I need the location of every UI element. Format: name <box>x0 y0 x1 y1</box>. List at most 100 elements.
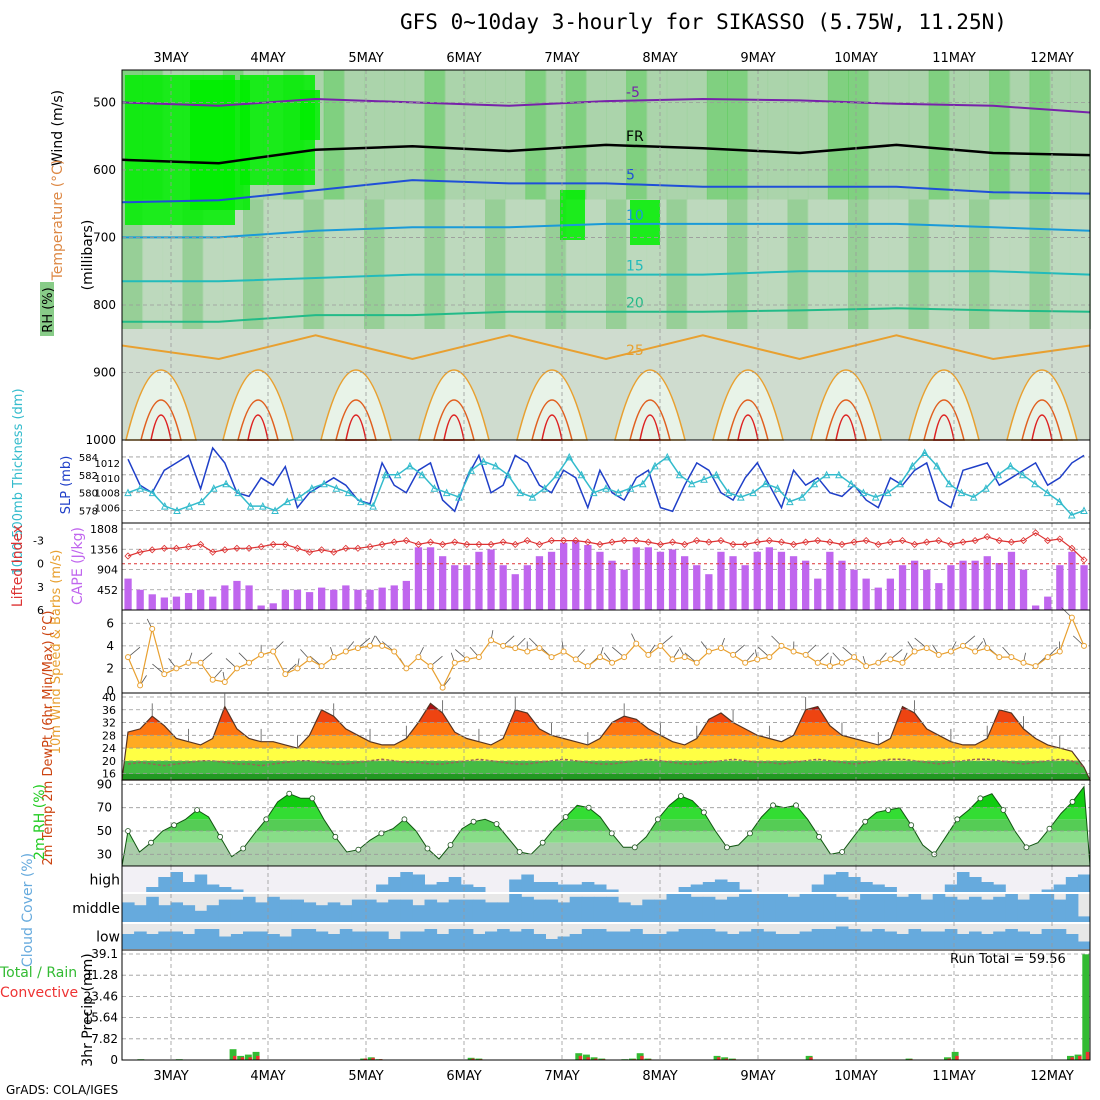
rh-shade-mid <box>343 199 365 329</box>
thickness-line-point <box>577 470 586 479</box>
rh-high-cell <box>560 190 585 240</box>
thickness-line-point <box>308 484 316 492</box>
wind-speed-point <box>209 676 216 683</box>
cloud-cell <box>243 931 256 949</box>
pressure-tick-label: 500 <box>93 95 116 109</box>
cape-bar <box>160 597 168 610</box>
lifted-index-point <box>257 543 265 551</box>
lifted-index-point <box>523 537 531 545</box>
thickness-line-point <box>687 479 696 488</box>
cloud-cell <box>630 905 643 922</box>
rh-shade-mid <box>182 199 204 329</box>
precip-convective-bar <box>240 1057 245 1060</box>
cape-bar <box>197 589 205 610</box>
cloud-cell <box>944 896 958 922</box>
cape-bar <box>886 578 894 610</box>
lifted-index-point <box>596 540 604 548</box>
warm-lobe-inner <box>1021 399 1063 441</box>
rh-point <box>1069 798 1076 805</box>
cape-bar <box>463 565 471 610</box>
cape-bar <box>802 560 810 610</box>
rh-shade-upper <box>928 70 950 200</box>
wind-speed-point <box>657 642 664 649</box>
wind-speed-point <box>717 645 724 652</box>
precip-total-bar <box>598 1058 606 1060</box>
lifted-index-point <box>850 538 858 546</box>
cloud-cell <box>642 899 655 922</box>
cloud-cell <box>751 929 764 949</box>
lifted-index-point <box>947 540 955 548</box>
cloud-cell <box>618 931 631 949</box>
cloud-cell <box>545 939 559 949</box>
cape-bar <box>366 589 374 610</box>
bottom-day-label: 12MAY <box>1030 1069 1074 1084</box>
pressure-tick-label: 1000 <box>85 433 116 447</box>
rh-tick: 30 <box>97 847 112 861</box>
cloud-cell <box>170 872 183 892</box>
rh-point <box>747 830 753 837</box>
lifted-index-point <box>293 544 301 552</box>
cloud-cell <box>1005 929 1018 949</box>
thickness-line-point <box>638 479 647 488</box>
cloud-cell <box>981 934 994 949</box>
rh-shade-upper <box>464 70 486 200</box>
thickness-line-point <box>614 488 623 497</box>
rh-shade-upper <box>948 70 970 200</box>
wind-speed-point <box>947 648 954 655</box>
thickness-line-point <box>884 488 892 497</box>
wind-speed-point <box>463 656 470 663</box>
cloud-cell <box>884 931 897 949</box>
precip-total-bar <box>252 1051 260 1060</box>
cape-bar <box>693 565 701 610</box>
cape-bar <box>681 556 689 610</box>
cape-bar <box>1019 569 1028 610</box>
lifted-index-point <box>378 540 386 548</box>
rh-shade-mid <box>384 199 406 329</box>
precip-tick: 0 <box>110 1053 118 1067</box>
cloud-cell <box>533 934 546 949</box>
warm-lobe <box>516 369 588 441</box>
cloud-cell <box>351 931 365 949</box>
pressure-tick-label: 700 <box>93 230 116 244</box>
cloud-cell <box>678 887 692 892</box>
temp-tick: 20 <box>102 755 116 768</box>
rh-shade-upper <box>444 70 466 200</box>
cloud-cell <box>376 902 389 922</box>
cloud-cell <box>412 931 425 949</box>
cape-bar <box>124 578 132 610</box>
thickness-line-point <box>663 452 672 461</box>
thickness-line-point <box>173 506 181 515</box>
cloud-cell <box>823 894 837 922</box>
thickness-line-point <box>393 470 402 479</box>
rh-shade-upper <box>1009 70 1031 200</box>
cloud-cell <box>1077 916 1091 922</box>
lifted-index-point <box>475 540 483 548</box>
cloud-cell <box>969 877 982 892</box>
cloud-cell <box>956 899 970 922</box>
rh-point <box>793 802 799 809</box>
isotherm-line <box>121 143 1091 165</box>
cloud-cell <box>969 896 982 922</box>
cloud-cell <box>388 877 401 892</box>
isotherm-line <box>122 307 1091 323</box>
cloud-cell <box>860 894 873 922</box>
wind-speed-point <box>633 640 640 647</box>
cloud-cell <box>690 929 704 949</box>
wind-speed-point <box>354 645 361 652</box>
cloud-cell <box>884 894 897 922</box>
cape-tick: 1356 <box>90 543 118 556</box>
wind-speed-point <box>137 682 144 689</box>
isotherm-line <box>122 222 1091 239</box>
temperature-axis-label: Temperature (°C) <box>50 160 66 282</box>
precip-convective-bar <box>233 1055 237 1060</box>
rh-point <box>332 833 339 840</box>
thickness-line-point <box>822 470 831 479</box>
top-day-label: 4MAY <box>250 51 285 66</box>
rh-point <box>608 830 615 837</box>
rh-shade-upper <box>585 70 607 200</box>
thickness-line-point <box>357 497 365 506</box>
wind-speed-point <box>379 642 386 649</box>
precip-total-bar <box>590 1057 598 1060</box>
wind-speed-point <box>318 663 325 670</box>
